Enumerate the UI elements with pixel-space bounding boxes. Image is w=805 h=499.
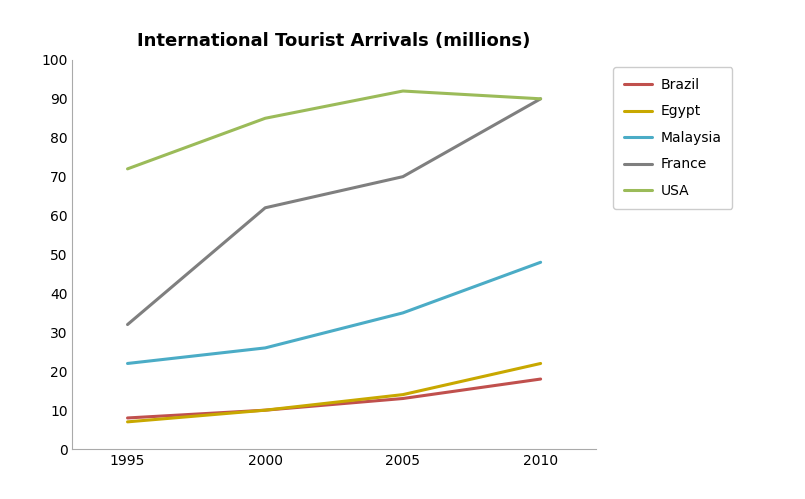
France bbox=[260, 205, 270, 211]
France bbox=[536, 96, 546, 102]
Line: France: France bbox=[127, 99, 541, 324]
Malaysia bbox=[260, 345, 270, 351]
USA bbox=[398, 88, 408, 94]
Egypt bbox=[260, 407, 270, 413]
USA bbox=[122, 166, 132, 172]
Brazil bbox=[260, 407, 270, 413]
Brazil bbox=[536, 376, 546, 382]
USA bbox=[536, 96, 546, 102]
Malaysia bbox=[122, 360, 132, 366]
USA bbox=[260, 115, 270, 121]
France bbox=[122, 321, 132, 327]
Legend: Brazil, Egypt, Malaysia, France, USA: Brazil, Egypt, Malaysia, France, USA bbox=[613, 67, 733, 209]
Line: Brazil: Brazil bbox=[127, 379, 541, 418]
Brazil bbox=[398, 396, 408, 402]
Malaysia bbox=[398, 310, 408, 316]
Egypt bbox=[398, 392, 408, 398]
Title: International Tourist Arrivals (millions): International Tourist Arrivals (millions… bbox=[138, 32, 530, 50]
Malaysia bbox=[536, 259, 546, 265]
Line: USA: USA bbox=[127, 91, 541, 169]
Line: Malaysia: Malaysia bbox=[127, 262, 541, 363]
France bbox=[398, 174, 408, 180]
Egypt bbox=[536, 360, 546, 366]
Line: Egypt: Egypt bbox=[127, 363, 541, 422]
Brazil bbox=[122, 415, 132, 421]
Egypt bbox=[122, 419, 132, 425]
